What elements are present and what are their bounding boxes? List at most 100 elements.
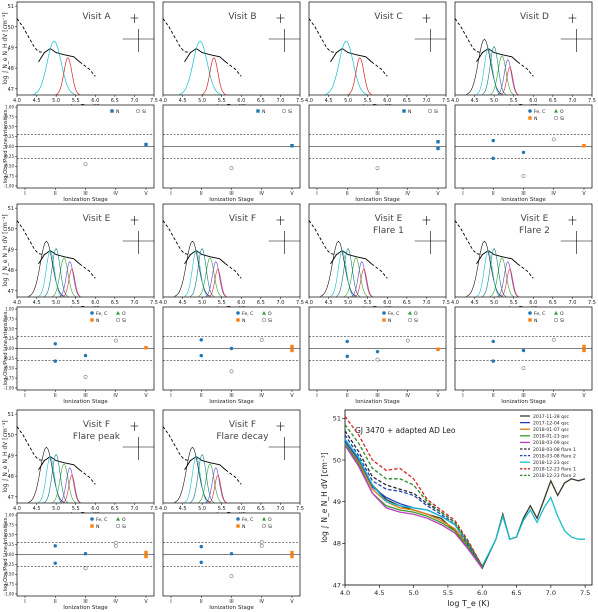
contrib-curve-purple — [497, 261, 519, 297]
contrib-curve-green — [51, 257, 77, 297]
ratio-tick-label: 0.50 — [5, 532, 14, 537]
dem-dashed-low — [16, 426, 45, 462]
x-tick-label: 6.0 — [529, 98, 537, 104]
ratio-point-n — [436, 140, 440, 144]
ratio-point-si — [83, 162, 88, 167]
x-tick-label: 4.0 — [305, 300, 313, 306]
dem-dashed-high — [517, 263, 534, 279]
ratio-point-fe-c — [53, 342, 57, 346]
x-tick-label: 5.5 — [72, 300, 80, 306]
x-tick-label: 7.0 — [130, 300, 138, 306]
x-tick-label: 5.5 — [72, 98, 80, 104]
x-tick-label: 5.0 — [52, 300, 60, 306]
contrib-curve-purple — [497, 59, 519, 95]
dem-curve — [330, 249, 372, 265]
contrib-curve-red — [55, 57, 81, 95]
legend-marker — [407, 317, 413, 323]
ratio-point-fe-c — [521, 348, 526, 353]
ratio-point-n — [144, 142, 148, 147]
stage-axis-label: Ionization Stage — [501, 399, 546, 405]
x-tick-label: 5.5 — [72, 506, 80, 512]
legend: N Si — [256, 109, 292, 115]
ratio-tick-label: 0.00 — [5, 552, 14, 557]
stage-axis-label: Ionization Stage — [63, 605, 108, 611]
x-tick-label: 6.5 — [111, 98, 119, 104]
ratio-point-n — [436, 146, 440, 151]
contrib-curve-black — [174, 446, 211, 503]
ratio-tick-label: 1.00 — [5, 105, 14, 110]
upper-frame — [162, 203, 301, 298]
legend: Fe, C O N Si — [382, 311, 418, 324]
stage-tick-label: II — [346, 393, 349, 399]
legend-label: Si — [414, 318, 418, 324]
comparison-x-tick-label: 5.0 — [408, 589, 418, 597]
contrib-curve-teal — [476, 249, 501, 297]
legend-marker — [110, 109, 114, 113]
legend-label: Fe, C — [96, 311, 107, 317]
lower-ylabel: log Obs/Pred Line Intensities — [3, 311, 9, 385]
dem-dashed-low — [16, 220, 45, 256]
stage-tick-label: III — [229, 393, 233, 399]
x-tick-label: 7.5 — [296, 506, 304, 512]
contrib-curve-teal — [179, 40, 222, 95]
dem-curve — [38, 249, 80, 265]
comparison-line — [344, 438, 586, 568]
ratio-point-si — [551, 337, 556, 342]
legend-label: Fe, C — [96, 517, 107, 523]
x-tick-label: 6.0 — [237, 300, 245, 306]
ratio-point-n — [582, 144, 586, 148]
stage-tick-label: V — [144, 599, 148, 605]
ratio-point-fe-c — [521, 150, 526, 155]
legend-marker — [528, 318, 532, 322]
dem-dashed-low — [454, 18, 483, 54]
x-tick-label: 7.0 — [568, 300, 576, 306]
stage-tick-label: II — [200, 191, 203, 197]
dem-curve — [184, 455, 226, 471]
comparison-x-tick-label: 4.0 — [340, 589, 350, 597]
dem-curve — [330, 47, 372, 63]
legend-label: O — [414, 311, 418, 317]
ratio-tick-label: 0.50 — [5, 326, 14, 331]
comparison-title: GJ 3470 + adapted AD Leo — [355, 426, 456, 435]
x-tick-label: 6.5 — [403, 300, 411, 306]
ratio-point-fe-c — [375, 349, 380, 354]
comparison-line — [344, 424, 483, 567]
legend-marker — [261, 523, 267, 529]
ratio-point-si — [113, 540, 118, 545]
comparison-x-label: log T_e (K) — [447, 599, 490, 608]
legend-marker — [528, 109, 532, 113]
x-tick-label: 4.5 — [33, 506, 41, 512]
ratio-point-si — [521, 366, 526, 371]
ratio-tick-label: -0.50 — [4, 572, 15, 577]
stage-tick-label: III — [521, 393, 525, 399]
x-tick-label: 4.5 — [325, 98, 333, 104]
contrib-curve-red — [208, 474, 227, 503]
panel-title: Visit F — [229, 420, 256, 430]
legend-label: Fe, C — [534, 109, 545, 115]
legend-marker — [261, 317, 267, 323]
y-tick-label: 50 — [8, 227, 14, 233]
stage-tick-label: I — [24, 191, 25, 197]
stage-tick-label: IV — [259, 191, 264, 197]
contrib-curve-purple — [205, 467, 227, 503]
ratio-tick-label: 0.25 — [5, 134, 14, 139]
dem-dashed-high — [79, 61, 96, 77]
x-tick-label: 7.0 — [276, 506, 284, 512]
dem-dashed-low — [162, 18, 191, 54]
comparison-line — [344, 445, 483, 569]
panel-title: Visit A — [82, 12, 111, 22]
panel-title: Flare peak — [73, 432, 121, 442]
legend-label: N — [408, 109, 411, 115]
lower-ylabel: log Obs/Pred Line Intensities — [3, 517, 9, 591]
stage-tick-label: II — [492, 393, 495, 399]
ratio-point-fe-c — [345, 339, 349, 344]
stage-axis-label: Ionization Stage — [209, 197, 254, 203]
ratio-point-n — [144, 554, 148, 559]
x-tick-label: 6.0 — [529, 300, 537, 306]
stage-tick-label: IV — [259, 599, 264, 605]
y-tick-label: 50 — [8, 25, 14, 31]
ratio-point-fe-c — [199, 353, 203, 358]
contrib-curve-red — [500, 66, 519, 95]
y-tick-label: 49 — [8, 247, 14, 253]
